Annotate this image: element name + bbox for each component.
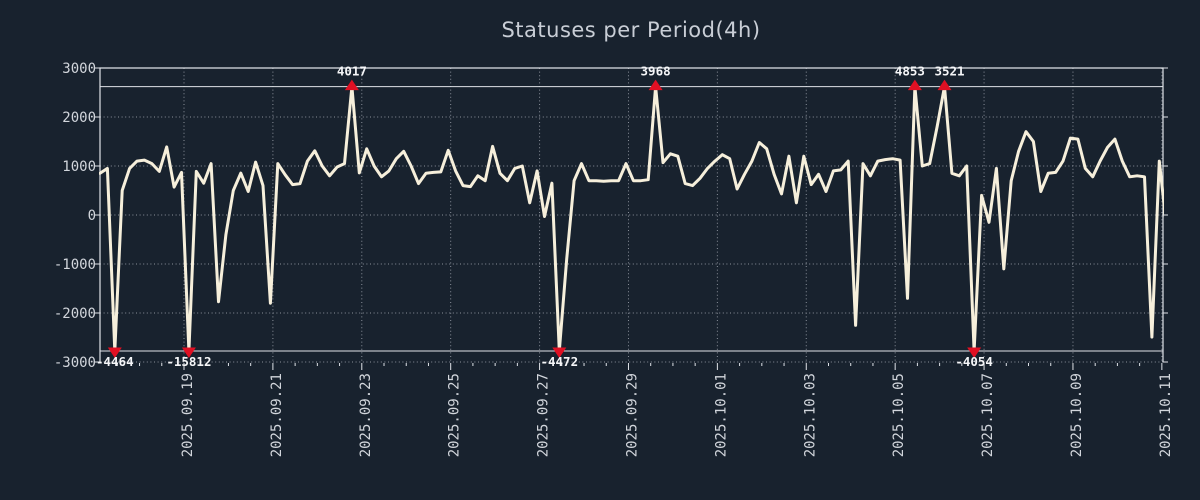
y-tick-label: 0 <box>88 208 96 224</box>
axes: -3000 -2000 -1000 0 1000 2000 3000 2025.09.19 20… <box>54 61 1174 457</box>
peak-marker-down-icon <box>552 347 567 358</box>
peak-marker-up-icon <box>907 79 922 91</box>
x-tick-label: 2025.09.23 <box>358 373 374 457</box>
plot-frame <box>99 67 1164 362</box>
peak-value-label: -4464 <box>96 354 134 369</box>
y-tick-label: 2000 <box>62 110 96 126</box>
peak-value-label: 4017 <box>337 64 367 79</box>
x-tick-label: 2025.09.27 <box>536 373 552 457</box>
x-tick-label: 2025.09.25 <box>447 373 463 457</box>
peak-markers: -4464 -15812 4017 -4472 3968 4853 3521 -4054 <box>96 64 993 369</box>
peak-value-label: 3968 <box>641 64 671 79</box>
peak-marker-up-icon <box>937 79 952 91</box>
y-tick-label: 3000 <box>62 61 96 77</box>
y-tick-label: 1000 <box>62 159 96 175</box>
x-tick-label: 2025.09.19 <box>180 373 196 457</box>
peak-value-label: 3521 <box>934 64 964 79</box>
x-tick-label: 2025.09.21 <box>269 373 285 457</box>
x-tick-label: 2025.10.09 <box>1069 373 1085 457</box>
x-tick-label: 2025.10.05 <box>891 373 907 457</box>
grid-lines <box>100 67 1163 363</box>
x-tick-label: 2025.10.11 <box>1158 373 1174 457</box>
chart-title: Statuses per Period(4h) <box>501 18 760 42</box>
peak-value-label: -4054 <box>955 354 993 369</box>
peak-marker-down-icon <box>181 347 196 358</box>
statuses-series-line <box>99 85 1164 353</box>
y-tick-label: -3000 <box>54 355 96 371</box>
peak-marker-up-icon <box>344 79 359 91</box>
peak-marker-down-icon <box>107 347 122 358</box>
peak-value-label: 4853 <box>895 64 925 79</box>
x-tick-label: 2025.10.01 <box>713 373 729 457</box>
y-tick-label: -1000 <box>54 257 96 273</box>
x-tick-label: 2025.10.03 <box>802 373 818 457</box>
series <box>99 85 1164 353</box>
peak-marker-down-icon <box>967 347 982 358</box>
x-tick-label: 2025.09.29 <box>624 373 640 457</box>
peak-value-label: -15812 <box>166 354 211 369</box>
x-tick-label: 2025.10.07 <box>980 373 996 457</box>
y-tick-label: -2000 <box>54 306 96 322</box>
peak-value-label: -4472 <box>540 354 578 369</box>
peak-marker-up-icon <box>648 79 663 91</box>
